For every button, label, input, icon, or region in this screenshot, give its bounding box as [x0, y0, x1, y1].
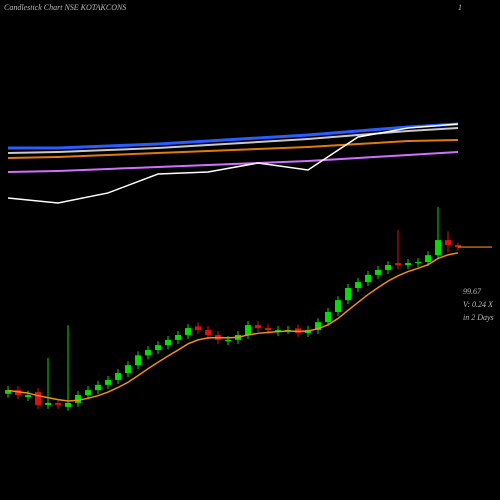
candle-body	[195, 326, 201, 331]
candle-body	[105, 379, 111, 385]
candle-body	[225, 339, 231, 342]
candle-body	[125, 365, 131, 374]
annotation: 99.67	[463, 287, 482, 296]
candle-body	[415, 262, 421, 264]
candle-body	[85, 390, 91, 396]
candle-body	[445, 240, 451, 245]
annotation: V: 0.24 X	[463, 300, 494, 309]
candle-body	[55, 402, 61, 405]
candle-body	[65, 402, 71, 407]
annotation: in 2 Days	[463, 313, 494, 322]
candle-body	[155, 345, 161, 351]
candle-body	[385, 265, 391, 270]
candle-body	[335, 300, 341, 312]
candle-body	[325, 311, 331, 323]
candle-body	[355, 282, 361, 288]
candle-body	[205, 330, 211, 335]
candle-body	[35, 392, 41, 405]
candle-body	[185, 328, 191, 335]
candle-body	[265, 328, 271, 331]
candle-body	[435, 240, 441, 256]
candle-body	[245, 325, 251, 335]
candle-body	[115, 373, 121, 380]
candle-body	[165, 339, 171, 346]
indicator-line	[8, 122, 459, 150]
candle-body	[45, 402, 51, 405]
candle-body	[175, 334, 181, 340]
moving-average	[7, 252, 459, 402]
candle-body	[15, 390, 21, 396]
indicator-line	[7, 151, 459, 174]
candle-body	[75, 395, 81, 403]
candle-body	[375, 269, 381, 275]
candle-body	[425, 255, 431, 263]
candle-body	[345, 288, 351, 301]
candle-body	[145, 350, 151, 356]
candle-body	[5, 390, 11, 394]
candle-body	[25, 395, 31, 398]
candle-body	[455, 244, 461, 248]
candle-body	[95, 384, 101, 391]
candle-body	[255, 325, 261, 329]
indicator-line	[7, 123, 459, 204]
corner-label: 1	[458, 3, 462, 12]
chart-title: Candlestick Chart NSE KOTAKCONS	[4, 3, 126, 12]
candle-body	[365, 274, 371, 283]
candle-body	[135, 355, 141, 366]
indicator-line	[7, 139, 459, 159]
candle-body	[395, 263, 401, 266]
candle-body	[405, 263, 411, 266]
candle-body	[315, 322, 321, 331]
